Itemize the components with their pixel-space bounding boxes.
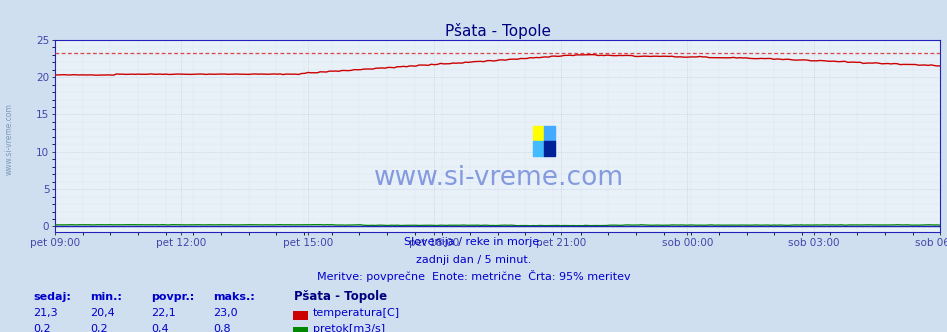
Text: 0,2: 0,2 [90, 324, 108, 332]
Text: 23,0: 23,0 [213, 308, 238, 318]
Text: 22,1: 22,1 [152, 308, 176, 318]
Text: Meritve: povprečne  Enote: metrične  Črta: 95% meritev: Meritve: povprečne Enote: metrične Črta:… [316, 270, 631, 282]
Text: Slovenija / reke in morje.: Slovenija / reke in morje. [404, 237, 543, 247]
Text: 20,4: 20,4 [90, 308, 115, 318]
Title: Pšata - Topole: Pšata - Topole [445, 23, 550, 39]
Text: Pšata - Topole: Pšata - Topole [294, 290, 386, 303]
Text: temperatura[C]: temperatura[C] [313, 308, 400, 318]
Text: min.:: min.: [90, 292, 122, 302]
Text: maks.:: maks.: [213, 292, 255, 302]
Text: 0,4: 0,4 [152, 324, 170, 332]
Text: zadnji dan / 5 minut.: zadnji dan / 5 minut. [416, 255, 531, 265]
Text: sedaj:: sedaj: [33, 292, 71, 302]
Text: 0,8: 0,8 [213, 324, 231, 332]
Text: www.si-vreme.com: www.si-vreme.com [5, 104, 14, 175]
Text: www.si-vreme.com: www.si-vreme.com [374, 165, 624, 191]
Text: 21,3: 21,3 [33, 308, 58, 318]
Text: povpr.:: povpr.: [152, 292, 195, 302]
Text: pretok[m3/s]: pretok[m3/s] [313, 324, 384, 332]
Text: 0,2: 0,2 [33, 324, 51, 332]
